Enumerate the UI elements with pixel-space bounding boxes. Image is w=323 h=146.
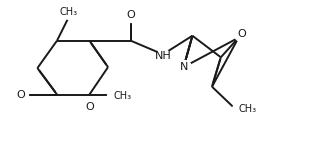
Text: CH₃: CH₃ [60,7,78,17]
Text: N: N [179,62,188,72]
Text: O: O [16,90,25,100]
Text: NH: NH [155,51,171,61]
Text: O: O [85,102,94,112]
Text: CH₃: CH₃ [238,104,257,114]
Text: O: O [237,29,246,39]
Text: CH₃: CH₃ [114,91,132,101]
Text: O: O [126,10,135,20]
